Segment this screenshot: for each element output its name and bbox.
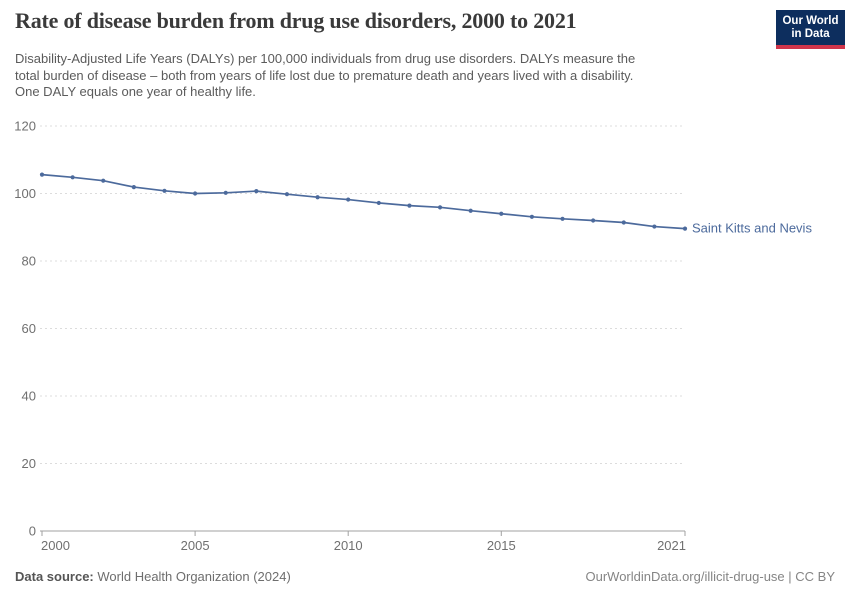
data-point[interactable]: [192, 191, 198, 196]
data-point[interactable]: [315, 195, 320, 200]
data-point[interactable]: [499, 211, 504, 216]
data-point[interactable]: [376, 200, 381, 206]
y-tick-label: 80: [22, 254, 36, 269]
data-point[interactable]: [70, 175, 75, 180]
data-point[interactable]: [529, 214, 535, 219]
data-point[interactable]: [39, 172, 45, 177]
y-tick-label: 60: [22, 321, 36, 336]
data-point[interactable]: [407, 203, 412, 208]
y-tick-label: 120: [14, 119, 36, 134]
data-point[interactable]: [682, 226, 688, 231]
data-point[interactable]: [284, 192, 290, 197]
data-point[interactable]: [437, 205, 443, 210]
series-end-label: Saint Kitts and Nevis: [692, 221, 812, 236]
x-tick-label: 2021: [657, 538, 686, 553]
subtitle-line: One DALY equals one year of healthy life…: [15, 84, 256, 99]
data-source-value: World Health Organization (2024): [97, 569, 291, 584]
y-tick-label: 40: [22, 389, 36, 404]
data-point[interactable]: [162, 188, 167, 193]
data-point[interactable]: [468, 208, 473, 213]
data-point[interactable]: [652, 224, 657, 229]
page-title: Rate of disease burden from drug use dis…: [15, 8, 577, 33]
y-tick-label: 0: [29, 524, 36, 539]
data-source-label: Data source:: [15, 569, 94, 584]
chart-subtitle: Disability-Adjusted Life Years (DALYs) p…: [15, 51, 635, 101]
data-point[interactable]: [223, 190, 228, 195]
data-point[interactable]: [131, 184, 136, 190]
data-point[interactable]: [254, 189, 259, 194]
x-tick-label: 2000: [41, 538, 70, 553]
data-point[interactable]: [591, 218, 596, 223]
chart-footer: Data source: World Health Organization (…: [15, 569, 835, 584]
y-tick-label: 20: [22, 456, 36, 471]
x-tick-label: 2010: [334, 538, 363, 553]
data-source: Data source: World Health Organization (…: [15, 569, 291, 584]
subtitle-line: Disability-Adjusted Life Years (DALYs) p…: [15, 51, 636, 66]
logo-line-1: Our World: [782, 14, 839, 27]
footer-link[interactable]: OurWorldinData.org/illicit-drug-use | CC…: [585, 569, 836, 584]
x-tick-label: 2015: [487, 538, 516, 553]
data-point[interactable]: [621, 220, 626, 225]
logo-line-2: in Data: [791, 27, 830, 40]
x-tick-label: 2005: [181, 538, 210, 553]
data-point[interactable]: [101, 178, 106, 183]
y-tick-label: 100: [14, 186, 36, 201]
subtitle-line: total burden of disease – both from year…: [15, 67, 634, 83]
series-line[interactable]: [41, 173, 686, 230]
owid-logo: Our World in Data: [776, 10, 845, 49]
data-point[interactable]: [560, 216, 565, 221]
data-point[interactable]: [346, 197, 351, 202]
line-chart[interactable]: 0 20 40 60 80 100 120 2000 2005 2010 2015 2021 Saint…: [0, 112, 850, 572]
